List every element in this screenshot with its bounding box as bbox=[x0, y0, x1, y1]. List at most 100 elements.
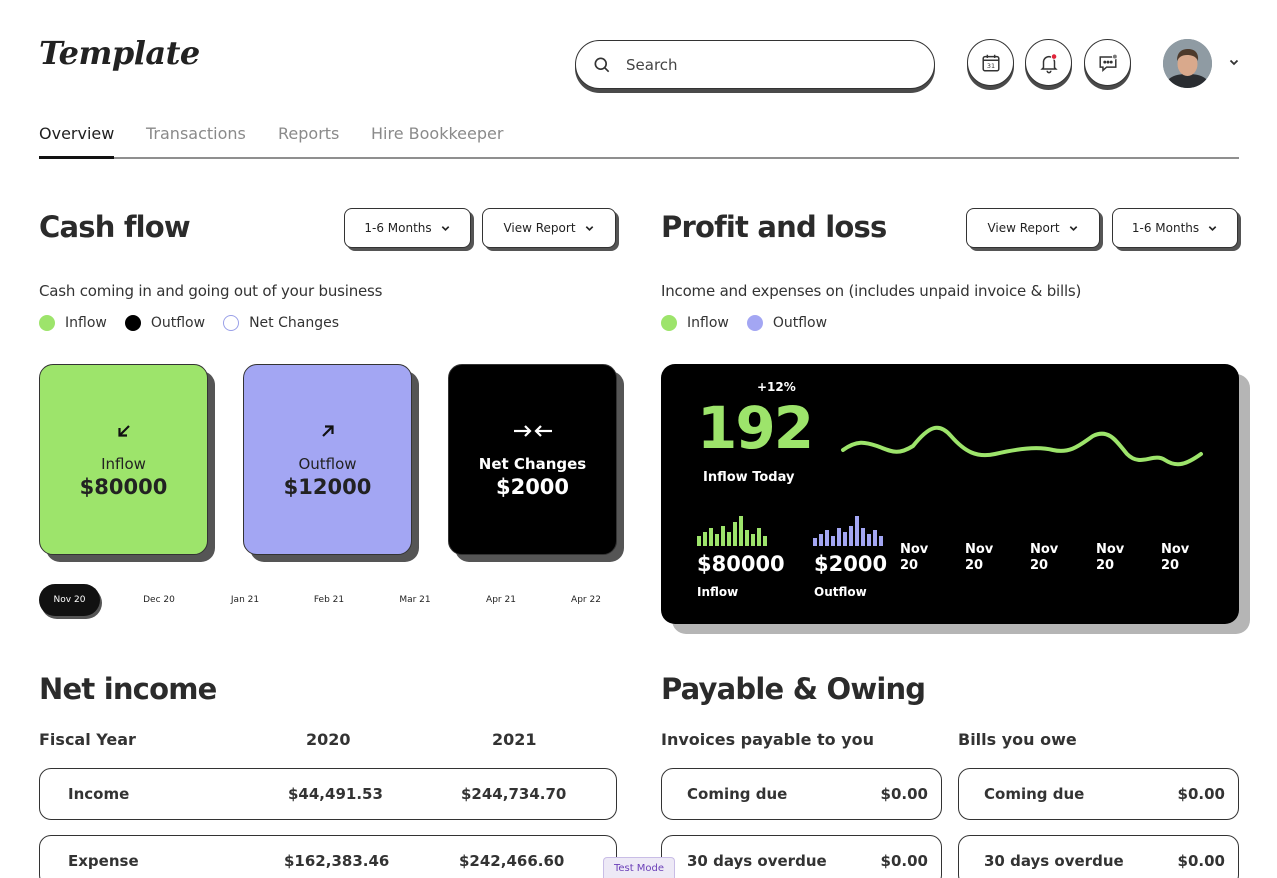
list-item[interactable]: Coming due $0.00 bbox=[958, 768, 1239, 820]
cashflow-title: Cash flow bbox=[39, 210, 191, 244]
arrow-down-left-icon bbox=[117, 424, 130, 437]
search-bar[interactable] bbox=[575, 40, 935, 89]
net-changes-dot bbox=[223, 315, 240, 331]
chevron-down-icon bbox=[1208, 225, 1217, 231]
table-row: Expense $162,383.46 $242,466.60 bbox=[39, 835, 617, 878]
table-row: Income $44,491.53 $244,734.70 bbox=[39, 768, 617, 820]
card-label: Net Changes bbox=[478, 454, 587, 473]
outflow-card[interactable]: Outflow $12000 bbox=[243, 364, 412, 555]
legend-item: Outflow bbox=[124, 315, 206, 331]
net-changes-card[interactable]: Net Changes $2000 bbox=[448, 364, 617, 555]
month-mar-21[interactable]: Mar 21 bbox=[399, 595, 431, 605]
pl-summary-card: +12% 192 Inflow Today $80000 Inflow $200… bbox=[661, 364, 1239, 624]
calendar-button[interactable]: 31 bbox=[967, 39, 1014, 86]
avatar[interactable] bbox=[1163, 39, 1212, 88]
messages-button[interactable] bbox=[1084, 39, 1131, 86]
row-value-2020: $44,491.53 bbox=[288, 785, 383, 803]
legend-item: Inflow bbox=[661, 315, 729, 331]
cashflow-report-dropdown[interactable]: View Report bbox=[482, 208, 616, 248]
chevron-down-icon[interactable] bbox=[1228, 56, 1240, 68]
cashflow-period-label: 1-6 Months bbox=[364, 221, 432, 235]
inflow-dot bbox=[39, 315, 55, 331]
legend-label: Net Changes bbox=[249, 315, 339, 331]
cashflow-legend: Inflow Outflow Net Changes bbox=[39, 315, 357, 331]
row-label: Income bbox=[68, 785, 130, 803]
inflow-amount: $80000 bbox=[697, 552, 785, 576]
tab-transactions[interactable]: Transactions bbox=[146, 124, 246, 143]
chat-icon bbox=[1098, 53, 1118, 72]
outflow-mini-bars bbox=[813, 516, 883, 546]
item-value: $0.00 bbox=[1177, 852, 1225, 870]
row-label: Expense bbox=[68, 852, 139, 870]
month-apr-21[interactable]: Apr 21 bbox=[486, 595, 516, 605]
card-amount: $2000 bbox=[495, 474, 570, 499]
date-label: Nov 20 bbox=[1096, 542, 1125, 573]
inflow-mini-bars bbox=[697, 516, 767, 546]
month-selector: Nov 20 Dec 20 Jan 21 Feb 21 Mar 21 Apr 2… bbox=[39, 584, 619, 618]
pl-legend: Inflow Outflow bbox=[661, 315, 845, 331]
date-label: Nov 20 bbox=[965, 542, 994, 573]
month-dec-20[interactable]: Dec 20 bbox=[143, 595, 175, 605]
calendar-icon: 31 bbox=[981, 54, 1000, 72]
notifications-button[interactable] bbox=[1025, 39, 1072, 86]
pl-report-dropdown[interactable]: View Report bbox=[966, 208, 1100, 248]
chevron-down-icon bbox=[441, 225, 449, 231]
test-mode-badge: Test Mode bbox=[603, 857, 675, 878]
svg-text:31: 31 bbox=[986, 62, 994, 70]
inflow-amount-label: Inflow bbox=[697, 585, 739, 599]
list-item[interactable]: 30 days overdue $0.00 bbox=[661, 835, 942, 878]
search-icon bbox=[594, 57, 610, 72]
chevron-down-icon bbox=[1069, 225, 1077, 231]
cashflow-period-dropdown[interactable]: 1-6 Months bbox=[344, 208, 471, 248]
legend-label: Inflow bbox=[65, 315, 107, 331]
list-item[interactable]: Coming due $0.00 bbox=[661, 768, 942, 820]
inflow-today-value: 192 bbox=[697, 394, 814, 462]
card-amount: $12000 bbox=[283, 474, 372, 499]
legend-label: Outflow bbox=[772, 315, 828, 331]
tab-reports[interactable]: Reports bbox=[278, 124, 340, 143]
legend-label: Inflow bbox=[687, 315, 729, 331]
pl-title: Profit and loss bbox=[661, 210, 887, 244]
item-label: 30 days overdue bbox=[687, 852, 827, 870]
legend-label: Outflow bbox=[150, 315, 206, 331]
bills-header: Bills you owe bbox=[958, 730, 1077, 749]
month-apr-22[interactable]: Apr 22 bbox=[571, 595, 601, 605]
inflow-card[interactable]: Inflow $80000 bbox=[39, 364, 208, 555]
month-nov-20[interactable]: Nov 20 bbox=[39, 584, 100, 616]
legend-item: Net Changes bbox=[223, 315, 339, 331]
month-jan-21[interactable]: Jan 21 bbox=[230, 595, 260, 605]
pl-subtitle: Income and expenses on (includes unpaid … bbox=[661, 282, 1082, 300]
inflow-dot bbox=[661, 315, 677, 331]
pl-report-label: View Report bbox=[987, 221, 1060, 235]
item-label: Coming due bbox=[687, 785, 788, 803]
year-2020-header: 2020 bbox=[306, 730, 351, 749]
row-value-2021: $244,734.70 bbox=[461, 785, 567, 803]
card-amount: $80000 bbox=[79, 474, 168, 499]
item-value: $0.00 bbox=[1177, 785, 1225, 803]
month-feb-21[interactable]: Feb 21 bbox=[313, 595, 345, 605]
active-tab-indicator bbox=[39, 156, 114, 159]
search-input[interactable] bbox=[626, 55, 906, 74]
date-label: Nov 20 bbox=[900, 542, 929, 573]
card-label: Inflow bbox=[101, 454, 146, 473]
item-label: Coming due bbox=[984, 785, 1085, 803]
invoices-header: Invoices payable to you bbox=[661, 730, 875, 749]
tab-hire-bookkeeper[interactable]: Hire Bookkeeper bbox=[371, 124, 504, 143]
list-item[interactable]: 30 days overdue $0.00 bbox=[958, 835, 1239, 878]
cashflow-subtitle: Cash coming in and going out of your bus… bbox=[39, 282, 383, 300]
row-value-2021: $242,466.60 bbox=[459, 852, 565, 870]
card-label: Outflow bbox=[298, 454, 357, 473]
change-percent: +12% bbox=[757, 380, 796, 394]
inflow-today-label: Inflow Today bbox=[703, 470, 795, 485]
trend-line bbox=[841, 425, 1203, 467]
year-2021-header: 2021 bbox=[492, 730, 537, 749]
item-label: 30 days overdue bbox=[984, 852, 1124, 870]
bell-icon bbox=[1039, 52, 1058, 73]
outflow-amount-label: Outflow bbox=[814, 585, 867, 599]
item-value: $0.00 bbox=[880, 785, 928, 803]
tab-overview[interactable]: Overview bbox=[39, 124, 115, 143]
chevron-down-icon bbox=[585, 225, 593, 231]
cashflow-report-label: View Report bbox=[503, 221, 576, 235]
pl-period-dropdown[interactable]: 1-6 Months bbox=[1112, 208, 1238, 248]
legend-item: Inflow bbox=[39, 315, 107, 331]
